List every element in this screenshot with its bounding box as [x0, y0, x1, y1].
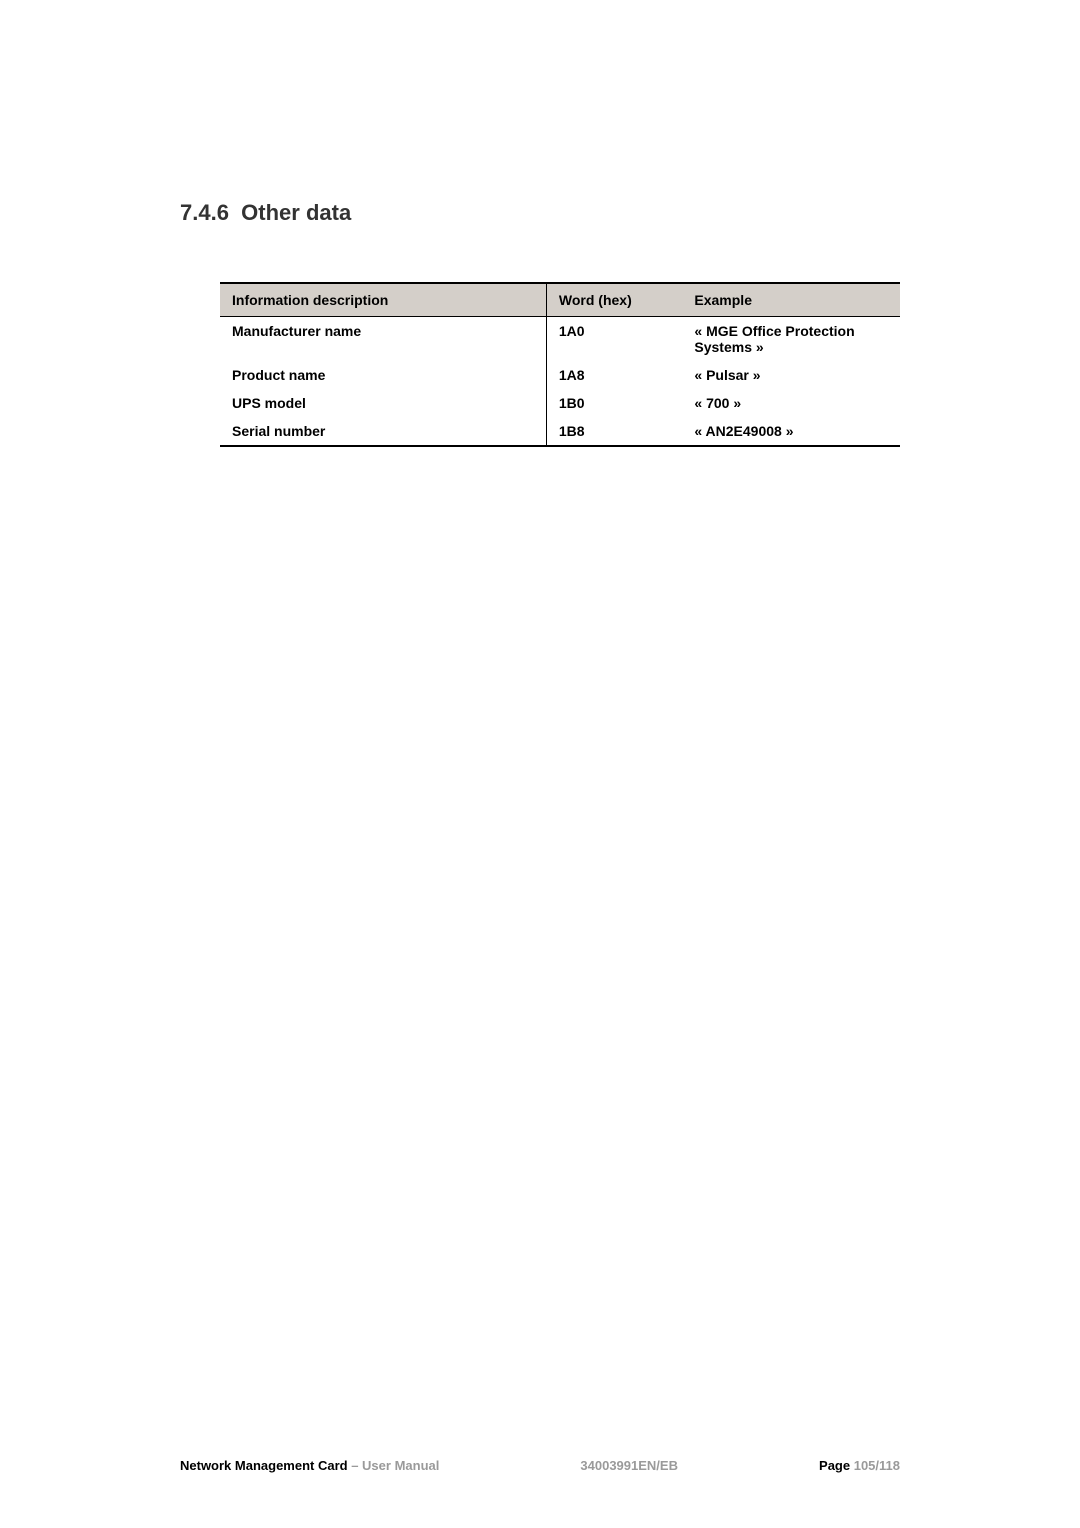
footer-docnum: 34003991EN/EB: [580, 1458, 678, 1473]
footer-page-number: 105/118: [854, 1458, 900, 1473]
header-info: Information description: [220, 283, 546, 317]
cell-info: Product name: [220, 361, 546, 389]
table-row: Product name 1A8 « Pulsar »: [220, 361, 900, 389]
other-data-table: Information description Word (hex) Examp…: [220, 282, 900, 447]
footer-doc-title: Network Management Card: [180, 1458, 348, 1473]
footer-left: Network Management Card – User Manual: [180, 1458, 439, 1473]
footer-page-label: Page: [819, 1458, 854, 1473]
cell-info: Manufacturer name: [220, 317, 546, 362]
section-heading: 7.4.6 Other data: [180, 200, 900, 226]
cell-word: 1A8: [546, 361, 682, 389]
table-row: UPS model 1B0 « 700 »: [220, 389, 900, 417]
section-number: 7.4.6: [180, 200, 229, 225]
table-row: Manufacturer name 1A0 « MGE Office Prote…: [220, 317, 900, 362]
cell-example: « MGE Office Protection Systems »: [682, 317, 900, 362]
section-title: Other data: [241, 200, 351, 225]
table-header-row: Information description Word (hex) Examp…: [220, 283, 900, 317]
cell-example: « Pulsar »: [682, 361, 900, 389]
cell-word: 1B8: [546, 417, 682, 446]
cell-info: Serial number: [220, 417, 546, 446]
cell-word: 1B0: [546, 389, 682, 417]
footer-right: Page 105/118: [819, 1458, 900, 1473]
header-word: Word (hex): [546, 283, 682, 317]
cell-info: UPS model: [220, 389, 546, 417]
table-row: Serial number 1B8 « AN2E49008 »: [220, 417, 900, 446]
page-footer: Network Management Card – User Manual 34…: [180, 1458, 900, 1473]
cell-example: « AN2E49008 »: [682, 417, 900, 446]
cell-example: « 700 »: [682, 389, 900, 417]
footer-doc-subtitle: – User Manual: [348, 1458, 440, 1473]
header-example: Example: [682, 283, 900, 317]
cell-word: 1A0: [546, 317, 682, 362]
